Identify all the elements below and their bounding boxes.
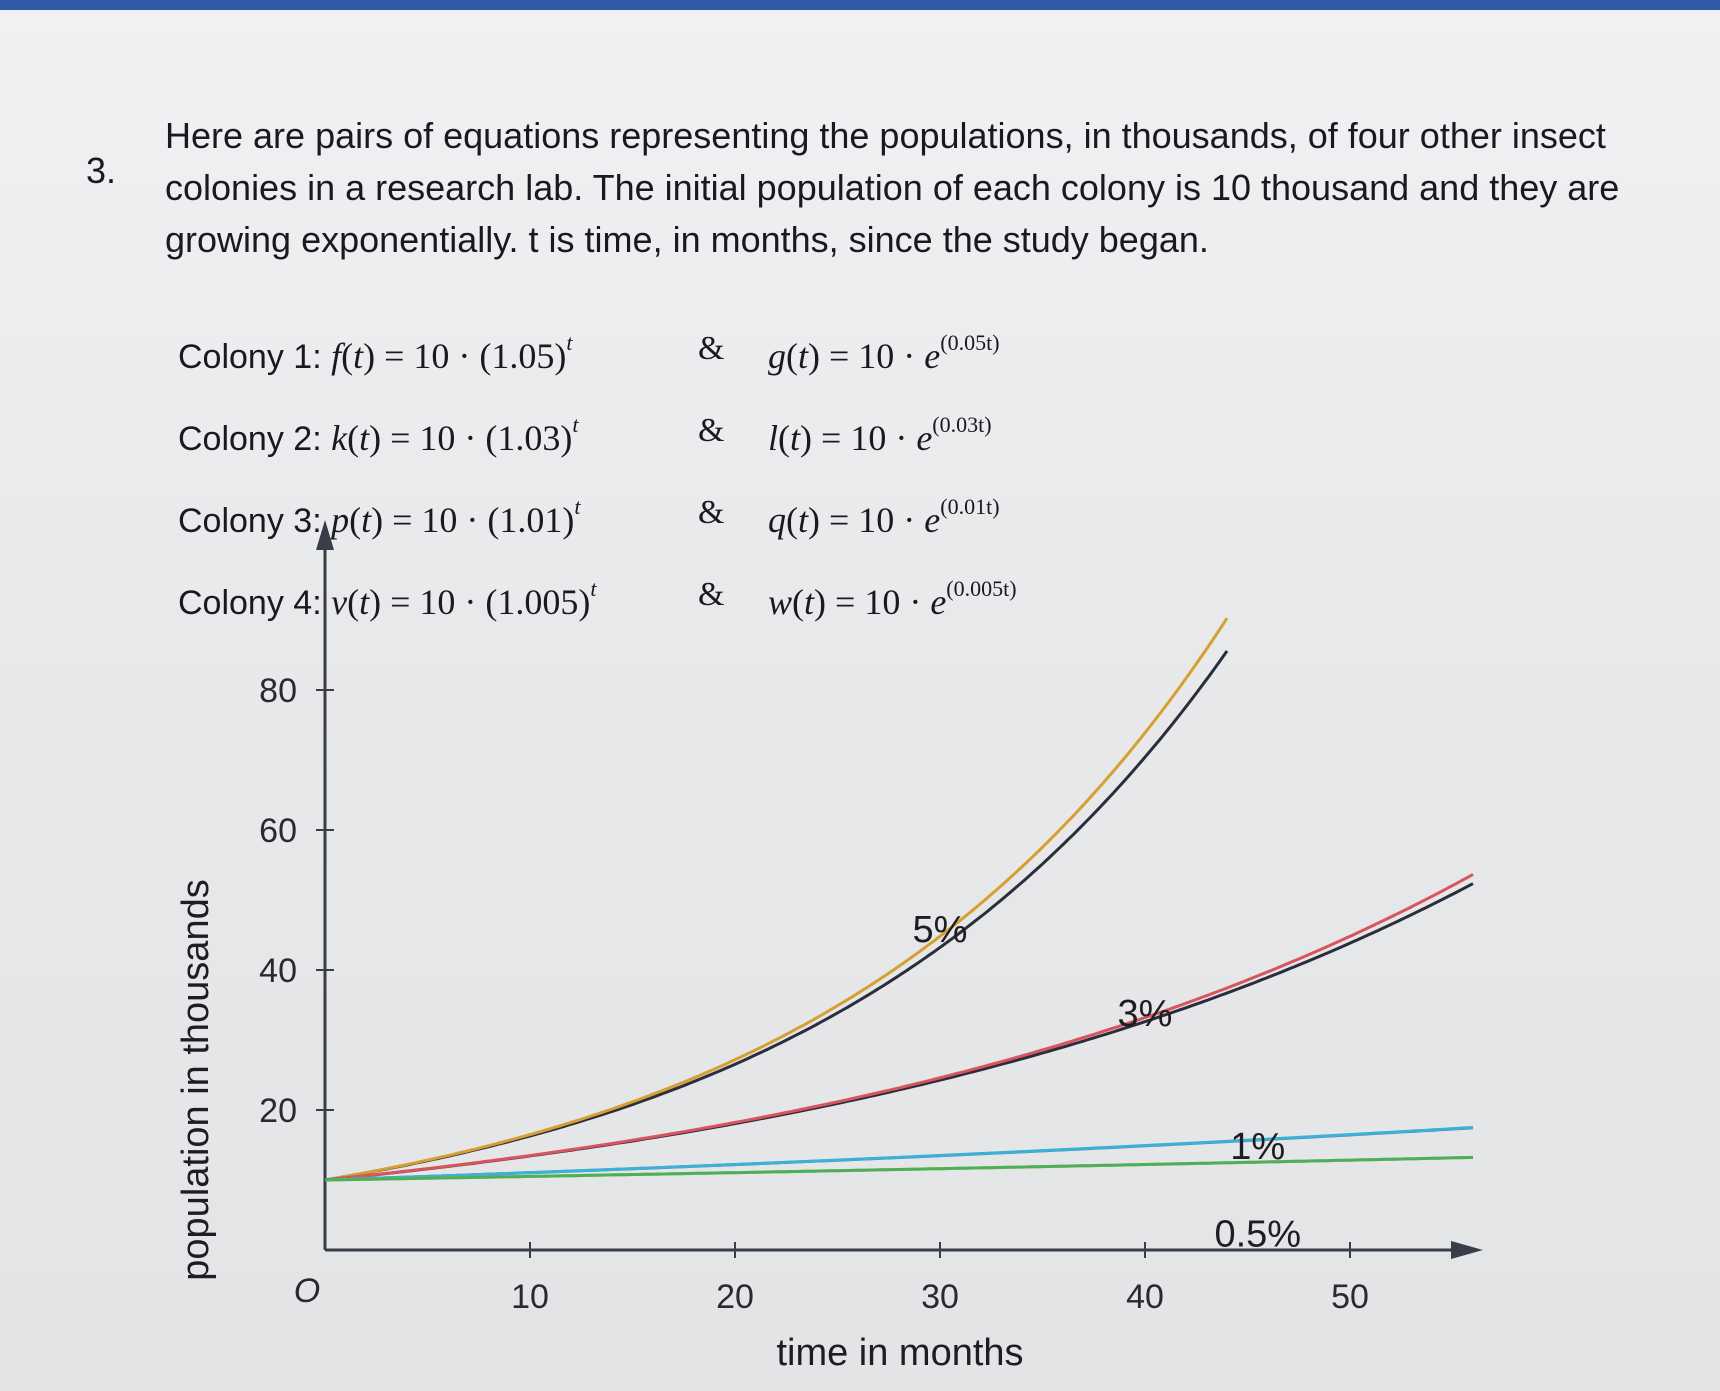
x-tick-label: 40 [1126,1278,1164,1316]
series-line [324,1126,1474,1182]
equation-row: Colony 1: f(t) = 10 · (1.05)t & g(t) = 10 … [178,330,1000,380]
series-label: 3% [1118,993,1173,1035]
colony-label: Colony 2: [178,420,332,458]
x-tick-label: 20 [716,1278,754,1316]
continuous-equation: l(t) = 10 · e(0.03t) [768,412,992,458]
discrete-equation: p(t) = 10 · (1.01)t [331,494,581,540]
window-top-bar [0,0,1720,10]
series-line [324,882,1474,1182]
series-line [324,1126,1474,1182]
discrete-equation: v(t) = 10 · (1.005)t [331,576,597,622]
problem-text-body: Here are pairs of equations representing… [165,115,1620,260]
problem-number: 3. [86,150,117,191]
discrete-equation: k(t) = 10 · (1.03)t [331,412,579,458]
series-label: 5% [913,909,968,951]
equation-row: Colony 4: v(t) = 10 · (1.005)t & w(t) = 10… [178,576,1017,626]
ampersand: & [698,412,725,449]
origin-label: O [294,1272,320,1310]
y-tick-label: 40 [259,952,297,990]
x-tick-label: 30 [921,1278,959,1316]
continuous-equation: w(t) = 10 · e(0.005t) [768,576,1017,622]
discrete-equation: f(t) = 10 · (1.05)t [331,330,573,376]
colony-label: Colony 4: [178,584,332,622]
series-label: 1% [1230,1126,1285,1168]
ampersand: & [698,576,725,613]
y-tick-label: 80 [259,672,297,710]
continuous-equation: q(t) = 10 · e(0.01t) [768,494,1000,540]
y-axis-arrow-icon [316,520,334,550]
x-tick-label: 50 [1331,1278,1369,1316]
worksheet-page [0,10,1720,1391]
x-axis-title: time in months [776,1332,1023,1374]
colony-label: Colony 1: [178,338,332,376]
colony-label: Colony 3: [178,502,332,540]
x-tick-label: 10 [511,1278,549,1316]
problem-text: Here are pairs of equations representing… [165,110,1635,266]
ampersand: & [698,330,725,367]
series-label: 0.5% [1214,1214,1301,1256]
y-axis-title: population in thousands [175,879,217,1280]
continuous-equation: g(t) = 10 · e(0.05t) [768,330,1000,376]
series-line [324,1155,1474,1182]
x-axis-arrow-icon [1451,1241,1483,1259]
equation-row: Colony 2: k(t) = 10 · (1.03)t & l(t) = 10 … [178,412,992,462]
series-line [324,873,1474,1182]
equation-row: Colony 3: p(t) = 10 · (1.01)t & q(t) = 10 … [178,494,1000,544]
series-line [324,617,1229,1182]
chart-labels: 5% 3% 1% 0.5% [913,909,1302,1256]
ampersand: & [698,494,725,531]
y-tick-label: 20 [259,1092,297,1130]
chart-curves [324,617,1474,1182]
series-line [324,650,1229,1182]
y-tick-label: 60 [259,812,297,850]
